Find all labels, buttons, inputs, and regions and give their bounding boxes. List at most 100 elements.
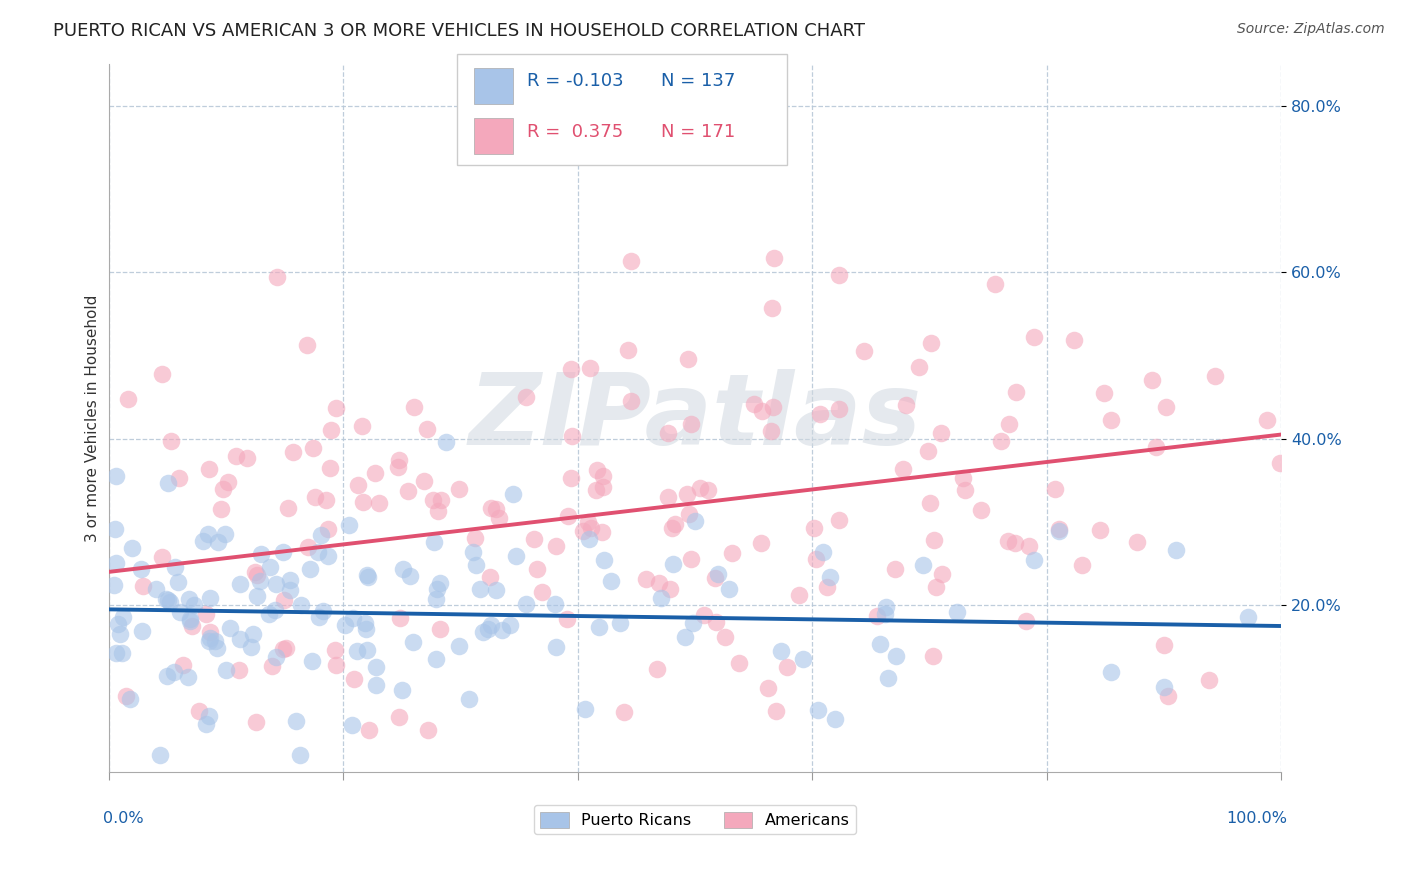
Point	[354, 623, 377, 637]
Point	[160, 434, 183, 449]
Point	[742, 397, 765, 411]
Point	[145, 582, 167, 596]
Point	[425, 652, 447, 666]
Point	[195, 607, 218, 622]
Point	[585, 483, 607, 497]
Point	[1153, 638, 1175, 652]
Point	[557, 509, 579, 524]
Point	[179, 615, 201, 629]
Text: ZIPatlas: ZIPatlas	[468, 369, 921, 467]
Point	[572, 524, 595, 539]
Point	[301, 654, 323, 668]
Point	[875, 599, 897, 614]
Point	[479, 501, 502, 516]
Point	[229, 632, 252, 646]
Point	[396, 483, 419, 498]
Point	[804, 552, 827, 566]
Point	[664, 517, 686, 532]
Point	[1099, 665, 1122, 679]
Point	[422, 492, 444, 507]
Point	[155, 592, 177, 607]
Point	[387, 460, 409, 475]
Point	[1198, 673, 1220, 687]
Point	[828, 512, 851, 526]
Text: N = 171: N = 171	[661, 122, 735, 141]
Point	[929, 426, 952, 441]
Point	[775, 660, 797, 674]
Point	[346, 643, 368, 657]
Point	[661, 521, 683, 535]
Point	[307, 545, 329, 559]
Point	[200, 625, 222, 640]
Point	[149, 747, 172, 762]
Point	[1015, 614, 1038, 628]
Point	[416, 422, 439, 436]
Point	[852, 343, 875, 358]
Point	[356, 567, 378, 582]
Point	[761, 301, 783, 315]
Point	[762, 400, 785, 414]
Point	[727, 656, 749, 670]
Point	[357, 570, 380, 584]
Point	[264, 577, 287, 591]
Point	[807, 703, 830, 717]
Point	[117, 392, 139, 406]
Point	[217, 475, 239, 489]
Point	[295, 338, 318, 352]
Point	[297, 541, 319, 555]
Point	[228, 576, 250, 591]
Point	[242, 627, 264, 641]
Point	[485, 501, 508, 516]
Point	[111, 610, 134, 624]
Point	[250, 547, 273, 561]
Point	[412, 475, 434, 489]
Point	[661, 557, 683, 571]
Point	[110, 627, 132, 641]
Point	[505, 549, 527, 563]
Point	[479, 617, 502, 632]
Point	[471, 624, 494, 639]
Text: R = -0.103: R = -0.103	[527, 72, 624, 90]
Point	[461, 545, 484, 559]
Point	[197, 633, 219, 648]
Point	[1022, 330, 1045, 344]
Text: PUERTO RICAN VS AMERICAN 3 OR MORE VEHICLES IN HOUSEHOLD CORRELATION CHART: PUERTO RICAN VS AMERICAN 3 OR MORE VEHIC…	[53, 22, 866, 40]
Point	[620, 394, 643, 409]
Point	[917, 443, 939, 458]
Point	[207, 534, 229, 549]
Point	[925, 580, 948, 594]
Point	[195, 717, 218, 731]
Point	[502, 486, 524, 500]
Point	[425, 592, 447, 607]
Point	[592, 479, 614, 493]
Point	[104, 522, 127, 536]
Point	[177, 670, 200, 684]
Point	[657, 491, 679, 505]
Point	[813, 545, 835, 559]
Point	[920, 336, 942, 351]
Y-axis label: 3 or more Vehicles in Household: 3 or more Vehicles in Household	[86, 294, 100, 541]
Point	[693, 607, 716, 622]
Point	[792, 652, 814, 666]
Point	[883, 562, 905, 576]
Point	[228, 663, 250, 677]
Point	[931, 566, 953, 581]
Point	[166, 575, 188, 590]
Point	[278, 582, 301, 597]
Point	[787, 589, 810, 603]
Point	[555, 612, 578, 626]
Point	[398, 568, 420, 582]
Point	[515, 390, 537, 404]
Point	[259, 607, 281, 621]
Point	[1005, 384, 1028, 399]
Point	[389, 611, 412, 625]
Point	[219, 621, 242, 635]
Point	[426, 582, 449, 596]
Point	[1268, 456, 1291, 470]
Point	[111, 646, 134, 660]
Point	[1004, 536, 1026, 550]
Point	[952, 471, 974, 485]
Text: 0.0%: 0.0%	[103, 811, 143, 826]
Point	[762, 251, 785, 265]
Point	[316, 549, 339, 563]
